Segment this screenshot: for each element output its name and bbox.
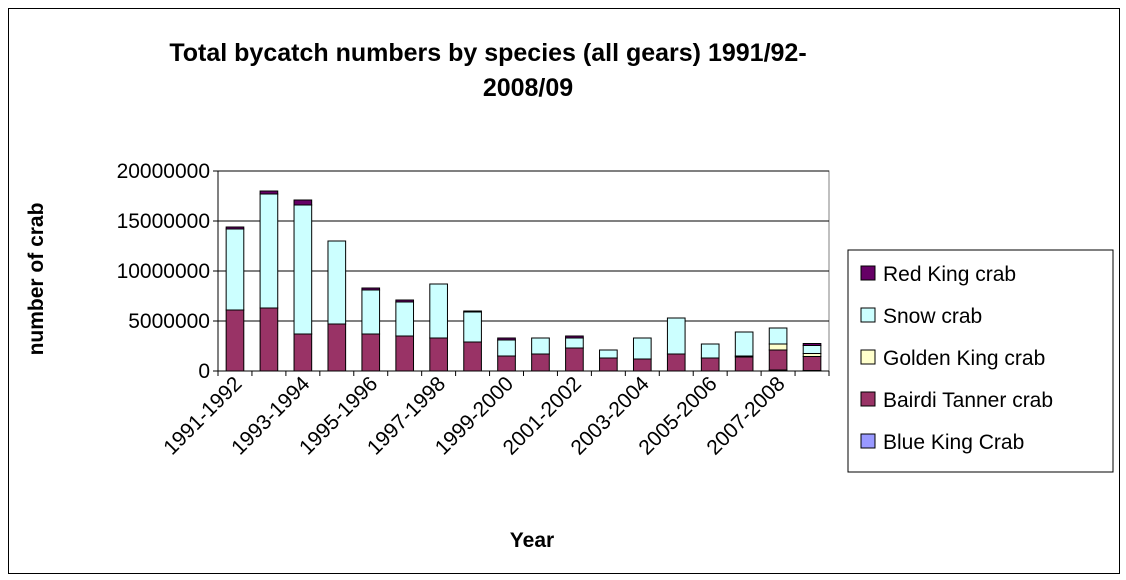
bar-segment [632,337,652,360]
legend-swatch [860,307,876,323]
legend-swatch [860,265,876,281]
bar-segment [565,347,584,372]
bar-segment [632,358,652,372]
bar-segment [293,199,313,206]
bar-segment [225,309,245,372]
bar-segment [802,356,822,371]
bar-segment [497,355,516,372]
bar-segment [429,337,448,372]
bar-segment [565,337,584,349]
legend-box [847,249,1114,473]
bar-segment [599,357,618,372]
legend-label: Bairdi Tanner crab [883,389,1053,412]
legend: Red King crab Snow crab Golden King crab Ba… [847,249,1114,473]
bar-segment [361,287,381,291]
bar-segment [802,345,822,354]
y-tick-label: 10000000 [117,260,210,283]
legend-swatch [860,349,876,365]
bar-segment [531,337,550,355]
bar-segment [293,333,313,372]
y-tick-label: 15000000 [117,210,210,233]
chart-title-line1: Total bycatch numbers by species (all ge… [169,39,806,67]
bar-segment [497,339,516,357]
bar-segment [599,349,618,359]
bar-segment [293,204,313,335]
bar-segment [395,299,415,303]
plot-area: 050000001000000015000000200000001991-199… [117,160,830,460]
bar-segment [327,323,347,372]
bar-segment [666,353,686,372]
y-axis-title: number of crab [25,203,48,356]
bar-segment [361,289,381,335]
bar-segment [225,228,245,311]
chart-frame: Total bycatch numbers by species (all ge… [8,8,1120,574]
y-tick-label: 20000000 [117,160,210,183]
bar-segment [531,353,550,372]
legend-swatch [860,433,876,449]
legend-label: Snow crab [883,305,982,328]
legend-label: Blue King Crab [883,431,1024,454]
bar-segment [225,226,245,230]
bar-segment [700,357,720,372]
legend-label: Red King crab [883,263,1016,286]
bar-segment [361,333,381,372]
bar-segment [463,341,482,372]
bar-segment [463,311,482,343]
bar-segment [395,335,415,372]
bar-segment [700,343,720,359]
bar-segment [802,343,822,346]
bar-segment [259,307,279,372]
bar-segment [734,331,754,357]
bycatch-chart: Total bycatch numbers by species (all ge… [25,39,1114,552]
bar-segment [395,301,415,337]
bar-segment [463,310,482,313]
y-tick-label: 0 [198,360,210,383]
bar-segment [666,317,686,355]
legend-swatch [860,391,876,407]
bar-segment [768,349,788,371]
bar-segment [768,327,788,345]
bar-segment [565,335,584,339]
bar-segment [734,356,754,372]
chart-title-line2: 2008/09 [483,74,573,102]
y-tick-label: 5000000 [128,310,210,333]
bar-segment [327,240,347,325]
bar-segment [259,193,279,309]
bar-segment [768,343,788,351]
bar-segment [497,337,516,341]
x-axis-title: Year [510,529,554,552]
bar-segment [259,190,279,195]
legend-label: Golden King crab [883,347,1045,370]
bar-segment [429,283,448,339]
